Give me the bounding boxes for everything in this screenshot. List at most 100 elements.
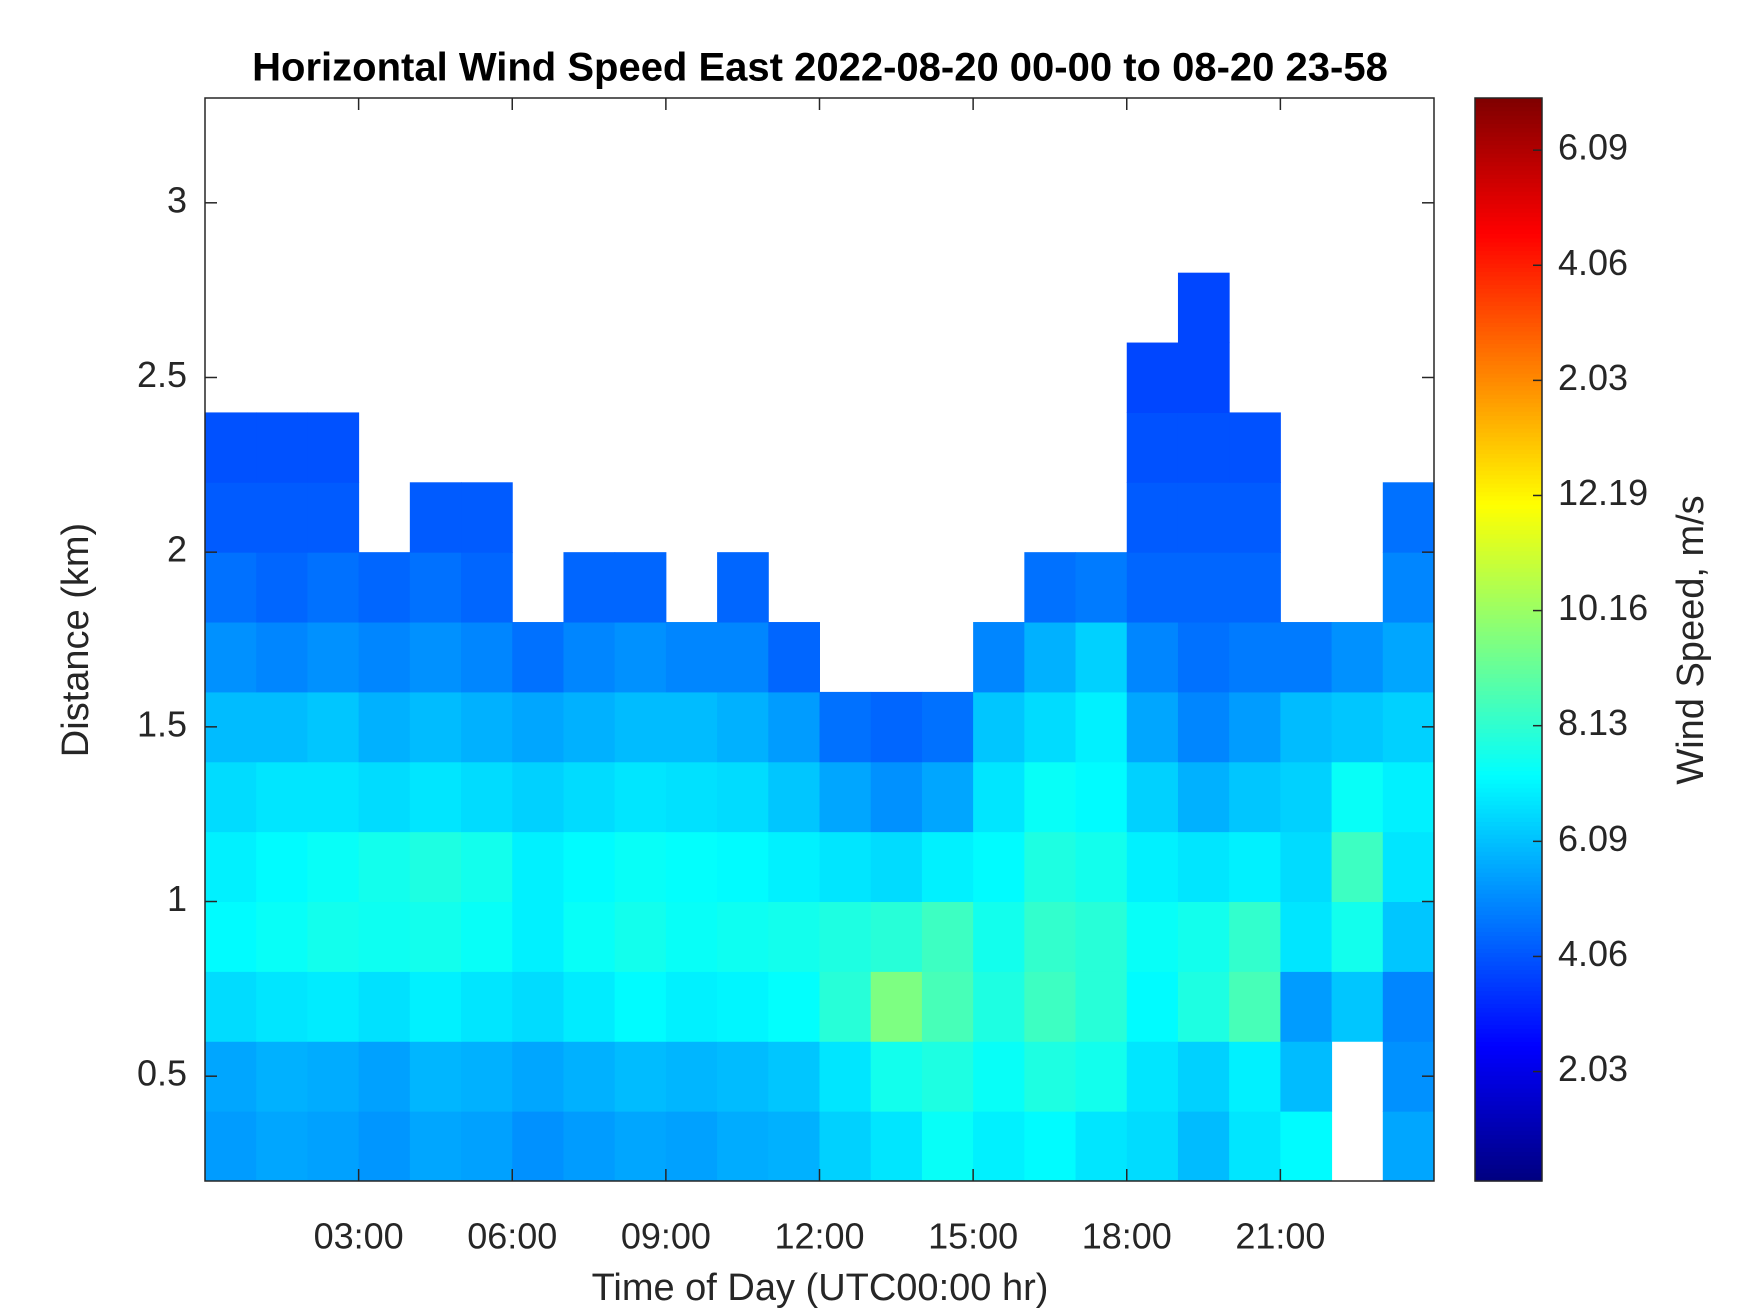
colorbar-segment xyxy=(1475,787,1542,793)
colorbar-segment xyxy=(1475,872,1542,878)
colorbar-segment xyxy=(1475,656,1542,662)
colorbar-segment xyxy=(1475,131,1542,137)
heatmap-cell xyxy=(665,831,718,903)
colorbar-segment xyxy=(1475,254,1542,260)
heatmap-cell xyxy=(307,412,360,483)
axes: 03:00 06:00 09:00 12:00 15:00 18:00 21:00 0.5 1 1… xyxy=(137,97,1435,1257)
heatmap-cell xyxy=(1075,761,1128,833)
heatmap-cell xyxy=(973,761,1025,833)
colorbar-segment xyxy=(1475,322,1542,328)
colorbar-segment xyxy=(1475,825,1542,831)
heatmap-cell xyxy=(358,831,411,903)
heatmap-cell xyxy=(1177,622,1230,693)
colorbar-segment xyxy=(1475,1151,1542,1157)
colorbar-segment xyxy=(1475,876,1542,882)
heatmap-cell xyxy=(205,482,257,553)
heatmap-cell xyxy=(1075,691,1128,763)
colorbar-segment xyxy=(1475,525,1542,531)
heatmap-cell xyxy=(409,622,462,693)
colorbar-segment xyxy=(1475,652,1542,658)
heatmap-cell xyxy=(614,552,667,623)
colorbar-segment xyxy=(1475,1126,1542,1131)
colorbar-segment xyxy=(1475,394,1542,399)
colorbar-segment xyxy=(1475,796,1542,801)
colorbar-segment xyxy=(1475,889,1542,894)
colorbar-segment xyxy=(1475,402,1542,408)
colorbar-segment xyxy=(1475,423,1542,429)
heatmap-cell xyxy=(461,691,513,763)
heatmap-cell xyxy=(307,482,360,553)
x-tick-label: 09:00 xyxy=(621,1216,711,1257)
heatmap-cell xyxy=(563,552,616,623)
colorbar-segment xyxy=(1475,571,1542,577)
colorbar-segment xyxy=(1475,317,1542,323)
x-axis-label: Time of Day (UTC00:00 hr) xyxy=(592,1267,1049,1309)
colorbar-segment xyxy=(1475,698,1542,704)
heatmap-cell xyxy=(1024,901,1077,972)
heatmap-cell xyxy=(256,761,308,833)
colorbar-segment xyxy=(1475,267,1542,273)
colorbar-segment xyxy=(1475,478,1542,484)
colorbar-segment xyxy=(1475,1096,1542,1102)
heatmap-cell xyxy=(307,691,360,763)
heatmap-cell xyxy=(1075,901,1128,972)
colorbar-segment xyxy=(1475,961,1542,966)
colorbar-segment xyxy=(1475,470,1542,476)
colorbar-segment xyxy=(1475,757,1542,763)
heatmap-cell xyxy=(921,901,974,972)
colorbar-label: Wind Speed, m/s xyxy=(1670,495,1712,784)
colorbar-segment xyxy=(1475,334,1542,340)
colorbar-segment xyxy=(1475,466,1542,471)
heatmap-cell xyxy=(1024,691,1077,763)
colorbar-segment xyxy=(1475,1062,1542,1068)
colorbar-segment xyxy=(1475,622,1542,628)
colorbar-segment xyxy=(1475,186,1542,192)
colorbar-segment xyxy=(1475,584,1542,590)
colorbar-tick-label: 6.09 xyxy=(1558,127,1628,168)
colorbar-segment xyxy=(1475,372,1542,378)
heatmap-cell xyxy=(1229,482,1281,553)
colorbar-segment xyxy=(1475,601,1542,607)
colorbar-segment xyxy=(1475,922,1542,928)
colorbar-segment xyxy=(1475,859,1542,865)
heatmap-cell xyxy=(358,971,411,1042)
colorbar-tick-label: 4.06 xyxy=(1558,933,1628,974)
colorbar-segment xyxy=(1475,1087,1542,1093)
colorbar-segment xyxy=(1475,918,1542,924)
heatmap-cell xyxy=(409,901,462,972)
colorbar-segment xyxy=(1475,715,1542,721)
colorbar-segment xyxy=(1475,169,1542,175)
x-tick-label: 21:00 xyxy=(1235,1216,1325,1257)
colorbar-segment xyxy=(1475,986,1542,992)
heatmap-cell xyxy=(512,761,564,833)
heatmap-cell xyxy=(819,901,872,972)
heatmap-cell xyxy=(1177,761,1230,833)
heatmap-cell xyxy=(461,831,513,903)
colorbar-segment xyxy=(1475,749,1542,755)
colorbar-segment xyxy=(1475,1138,1542,1144)
colorbar-segment xyxy=(1475,136,1542,141)
colorbar-segment xyxy=(1475,224,1542,230)
colorbar-segment xyxy=(1475,969,1542,975)
colorbar-segment xyxy=(1475,999,1542,1004)
colorbar-segment xyxy=(1475,246,1542,251)
heatmap-cell xyxy=(1382,831,1435,903)
heatmap-cell xyxy=(256,1111,308,1182)
heatmap-cell xyxy=(1075,831,1128,903)
heatmap-cell xyxy=(1177,1111,1230,1182)
heatmap-cell xyxy=(921,971,974,1042)
heatmap-cell xyxy=(409,1041,462,1112)
colorbar-segment xyxy=(1475,415,1542,421)
colorbar-segment xyxy=(1475,783,1542,789)
colorbar-segment xyxy=(1475,1066,1542,1072)
heatmap-cell xyxy=(717,761,769,833)
heatmap-cell xyxy=(205,412,257,483)
colorbar-segment xyxy=(1475,1032,1542,1038)
heatmap-cell xyxy=(1177,272,1230,344)
heatmap-cell xyxy=(1024,552,1077,623)
colorbar-segment xyxy=(1475,309,1542,315)
colorbar: 2.03 4.06 6.09 8.13 10.16 12.19 2.03 4.06 6.09 xyxy=(1474,97,1648,1182)
heatmap-cell xyxy=(614,1111,667,1182)
heatmap-cell xyxy=(358,622,411,693)
heatmap-cell xyxy=(665,1111,718,1182)
